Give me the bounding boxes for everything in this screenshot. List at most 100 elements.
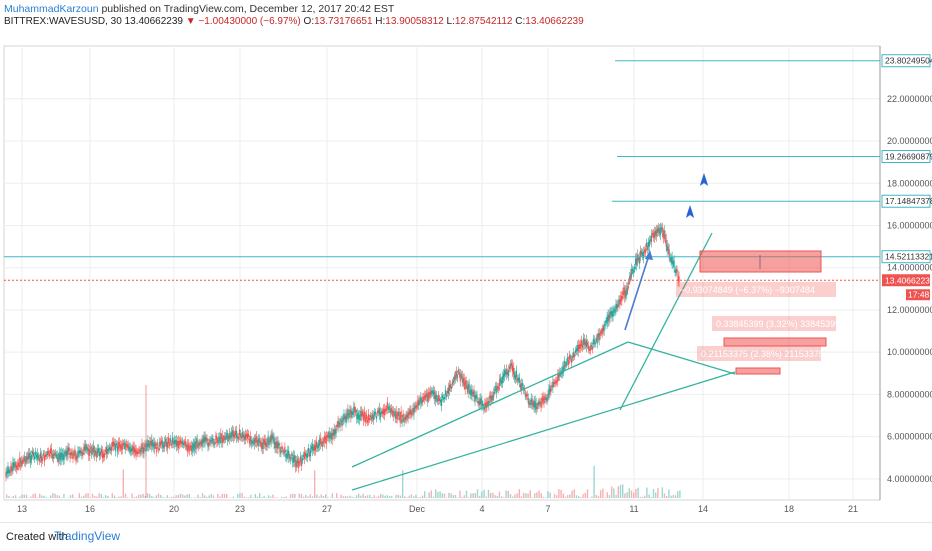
candle-body bbox=[143, 448, 144, 454]
volume-bar bbox=[257, 497, 258, 498]
volume-bar bbox=[435, 489, 436, 498]
candle-body bbox=[676, 269, 677, 272]
volume-bar bbox=[439, 491, 440, 498]
volume-bar bbox=[147, 493, 148, 498]
volume-bar bbox=[310, 494, 311, 498]
volume-bar bbox=[39, 494, 40, 498]
volume-bar bbox=[547, 491, 548, 498]
measure-box-drop bbox=[700, 251, 821, 272]
volume-bar bbox=[189, 494, 190, 498]
volume-bar bbox=[219, 497, 220, 498]
volume-bar bbox=[325, 494, 326, 498]
volume-bar bbox=[351, 497, 352, 498]
volume-bar bbox=[347, 496, 348, 498]
volume-bar bbox=[666, 496, 667, 498]
candle-body bbox=[170, 439, 171, 443]
volume-bar bbox=[142, 494, 143, 498]
volume-bar bbox=[156, 495, 157, 498]
volume-bar bbox=[54, 494, 55, 498]
volume-bar bbox=[642, 497, 643, 498]
candle-body bbox=[116, 443, 117, 445]
measure-box-mid bbox=[724, 338, 826, 346]
volume-bar bbox=[653, 489, 654, 498]
candle-body bbox=[74, 450, 75, 456]
volume-bar bbox=[455, 495, 456, 498]
volume-bar bbox=[15, 495, 16, 498]
volume-bar bbox=[574, 489, 575, 498]
volume-bar bbox=[373, 495, 374, 498]
volume-bar bbox=[41, 496, 42, 498]
volume-bar bbox=[125, 494, 126, 498]
volume-bar bbox=[294, 494, 295, 498]
candle-body bbox=[516, 371, 517, 378]
volume-bar bbox=[543, 497, 544, 498]
y-tick-label: 16.00000000 bbox=[887, 220, 932, 230]
volume-bar bbox=[466, 491, 467, 498]
candle-body bbox=[302, 458, 303, 461]
candle-body bbox=[469, 384, 470, 390]
y-tick-label: 6.00000000 bbox=[887, 432, 932, 442]
volume-bar bbox=[578, 496, 579, 498]
volume-bar bbox=[499, 492, 500, 498]
candle-body bbox=[35, 452, 36, 456]
volume-bar bbox=[213, 495, 214, 498]
volume-bar bbox=[8, 496, 9, 498]
candle-body bbox=[375, 412, 376, 414]
y-tick-label: 14.00000000 bbox=[887, 263, 932, 273]
tradingview-logo[interactable]: TradingView bbox=[54, 529, 120, 543]
volume-bar bbox=[607, 492, 608, 498]
volume-bar bbox=[151, 496, 152, 498]
volume-bar bbox=[437, 492, 438, 498]
volume-bar bbox=[360, 496, 361, 498]
candle-body bbox=[39, 458, 40, 461]
volume-bar bbox=[356, 495, 357, 498]
candle-body bbox=[588, 345, 589, 349]
volume-bar bbox=[274, 497, 275, 498]
volume-bar bbox=[255, 494, 256, 498]
candle-body bbox=[665, 235, 666, 239]
volume-bar bbox=[105, 495, 106, 498]
volume-bar bbox=[299, 494, 300, 498]
volume-bar bbox=[312, 496, 313, 498]
y-tick-label: 4.00000000 bbox=[887, 474, 932, 484]
candle-body bbox=[89, 450, 90, 456]
volume-bar bbox=[442, 493, 443, 498]
candle-body bbox=[600, 333, 601, 336]
candle-body bbox=[158, 448, 159, 450]
measure-label: 0.21153375 (2.38%) 21153375 bbox=[701, 349, 824, 359]
volume-bar bbox=[222, 494, 223, 498]
volume-bar bbox=[85, 494, 86, 498]
volume-bar bbox=[281, 497, 282, 498]
volume-bar bbox=[202, 493, 203, 498]
volume-bar bbox=[448, 493, 449, 498]
candle-body bbox=[31, 455, 32, 460]
candle-body bbox=[156, 447, 157, 452]
volume-bar bbox=[582, 494, 583, 498]
volume-bar bbox=[26, 495, 27, 498]
candle-body bbox=[621, 296, 622, 301]
volume-bar bbox=[409, 496, 410, 498]
candle-body bbox=[651, 235, 652, 242]
volume-bar bbox=[415, 495, 416, 498]
candle-body bbox=[341, 421, 342, 426]
volume-bar bbox=[131, 494, 132, 498]
candle-body bbox=[461, 374, 462, 376]
candle-body bbox=[571, 359, 572, 363]
candle-body bbox=[401, 412, 402, 419]
volume-bar bbox=[611, 487, 612, 498]
candle-body bbox=[466, 381, 467, 385]
volume-bar bbox=[250, 495, 251, 498]
volume-bar bbox=[241, 493, 242, 498]
candle-body bbox=[51, 448, 52, 454]
volume-bar bbox=[420, 497, 421, 498]
volume-bar bbox=[497, 496, 498, 498]
volume-bar bbox=[585, 493, 586, 498]
volume-bar bbox=[195, 497, 196, 498]
volume-bar bbox=[162, 497, 163, 498]
candle-body bbox=[574, 355, 575, 357]
volume-bar bbox=[340, 495, 341, 498]
candle-body bbox=[628, 282, 629, 285]
candle-body bbox=[90, 446, 91, 449]
price-chart[interactable]: 4.000000006.000000008.0000000010.0000000… bbox=[0, 0, 932, 522]
volume-bar bbox=[268, 495, 269, 498]
